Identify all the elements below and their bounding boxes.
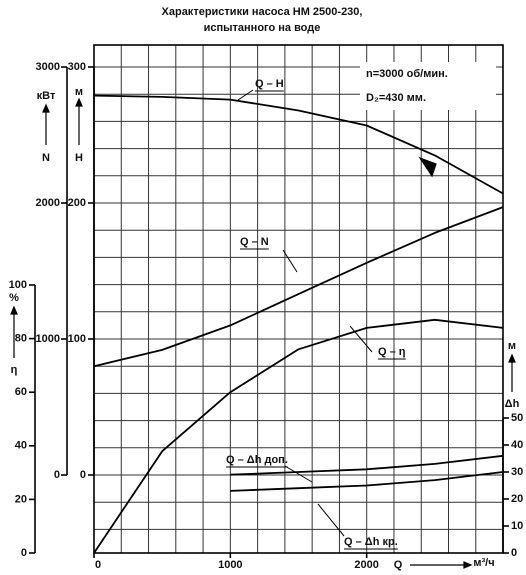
y3-tick-label: 0 — [21, 547, 27, 559]
y-tick-label: 200 — [68, 197, 86, 209]
y2-unit: кВт — [37, 90, 56, 102]
series-label: Q – N — [240, 236, 269, 248]
y-tick-label: 0 — [80, 469, 86, 481]
y3-tick-label: 60 — [15, 386, 27, 398]
y3-unit: % — [9, 292, 19, 304]
y2-tick-label: 3000 — [36, 61, 60, 73]
leader-line — [317, 503, 345, 537]
leader-line — [349, 325, 373, 353]
leader-line — [282, 249, 298, 273]
series-label: Q – Δh доп. — [226, 454, 288, 466]
chart-subtitle: испытанного на воде — [204, 22, 321, 34]
y2-tick-label: 1000 — [36, 333, 60, 345]
x-tick-label: 2000 — [354, 559, 378, 571]
chart-title: Характеристики насоса НМ 2500-230, — [162, 6, 363, 18]
grid — [94, 45, 503, 553]
series-label: Q – Δh кр. — [344, 536, 398, 548]
y4-tick-label: 10 — [511, 520, 523, 532]
y2-label: N — [42, 152, 50, 164]
annotation: n=3000 об/мин. — [366, 68, 448, 80]
y4-tick-label: 40 — [511, 439, 523, 451]
y4-tick-label: 50 — [511, 412, 523, 424]
y-tick-label: 100 — [68, 333, 86, 345]
curve — [230, 471, 504, 492]
y-tick-label: 300 — [68, 61, 86, 73]
y4-label: Δh — [505, 398, 520, 410]
y4-tick-label: 30 — [511, 466, 523, 478]
leader-line — [284, 465, 313, 483]
curve — [93, 318, 504, 554]
x-unit: м³/ч — [473, 557, 494, 569]
curve — [230, 454, 504, 476]
curve — [93, 94, 504, 195]
leader-line — [237, 89, 254, 101]
y4-unit: м — [508, 340, 516, 352]
x-label: Q — [394, 559, 403, 571]
y3-tick-label: 80 — [15, 333, 27, 345]
y3-label: η — [11, 364, 18, 376]
x-tick-label: 0 — [95, 559, 101, 571]
curve — [93, 206, 504, 368]
y2-tick-label: 0 — [54, 469, 60, 481]
annotation-box — [360, 62, 496, 110]
y2-tick-label: 2000 — [36, 197, 60, 209]
y-unit: м — [75, 86, 83, 98]
series-label: Q – η — [378, 346, 406, 358]
x-tick-label: 1000 — [218, 559, 242, 571]
annotation: D₂=430 мм. — [366, 92, 426, 104]
y3-tick-label: 20 — [15, 493, 27, 505]
axis-arrows — [10, 97, 516, 569]
y3-tick-label: 100 — [9, 279, 27, 291]
series-label: Q – H — [255, 78, 284, 90]
y-label: H — [75, 152, 83, 164]
y4-tick-label: 0 — [511, 547, 517, 559]
y3-tick-label: 40 — [15, 440, 27, 452]
y4-tick-label: 20 — [511, 493, 523, 505]
